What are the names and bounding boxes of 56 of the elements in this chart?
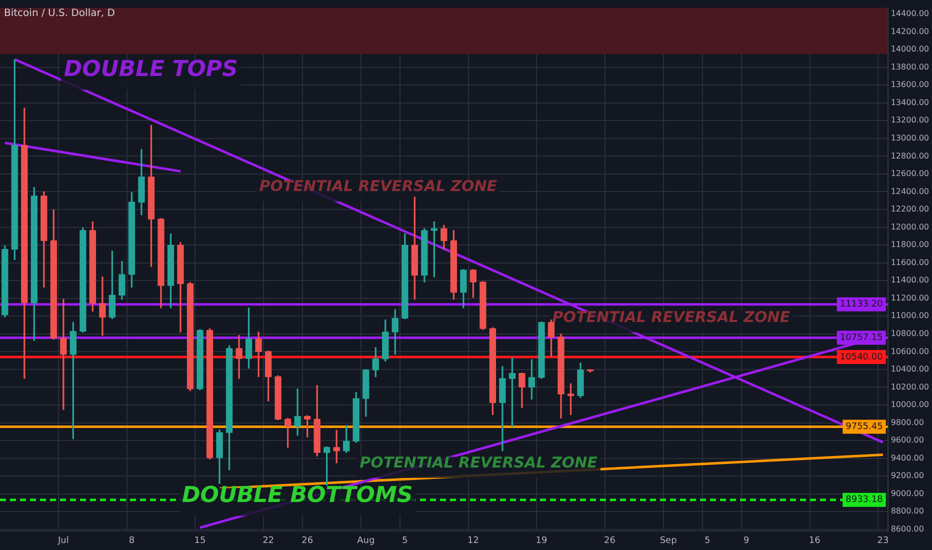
y-tick-label: 10600.00 [890,346,929,356]
y-tick-label: 9400.00 [890,453,924,462]
y-tick-label: 10400.00 [890,364,929,374]
y-tick-label: 12200.00 [890,204,929,214]
y-tick-label: 12400.00 [890,186,929,196]
x-tick-label: Sep [660,536,678,546]
y-tick-label: 9600.00 [890,436,924,445]
y-tick-label: 14200.00 [890,26,929,36]
y-tick-label: 11200.00 [890,293,929,302]
x-tick-label: Aug [357,536,375,546]
y-tick-label: 13600.00 [890,80,929,90]
x-tick-label: 12 [467,536,479,546]
x-tick-label: 8 [128,536,135,546]
x-tick-label: 16 [808,536,821,546]
ref-line-label: 11133.20 [840,300,884,310]
annotation: DOUBLE TOPS [64,56,238,82]
annotation: DOUBLE BOTTOMS [182,482,413,508]
y-tick-label: 8600.00 [890,524,924,534]
x-tick-label: 19 [536,536,548,546]
y-tick-label: 14400.00 [890,9,929,18]
annotation: POTENTIAL REVERSAL ZONE [552,308,791,326]
y-tick-label: 12000.00 [890,222,929,232]
y-tick-label: 9800.00 [890,418,924,427]
y-tick-label: 12800.00 [890,151,929,160]
y-tick-label: 12600.00 [890,169,929,178]
y-tick-label: 10200.00 [890,382,929,392]
x-tick-label: 23 [877,536,889,546]
annotation: POTENTIAL REVERSAL ZONE [259,176,498,195]
y-tick-label: 11800.00 [890,240,929,250]
x-tick-label: 5 [402,536,408,546]
y-tick-label: 10000.00 [890,400,929,410]
y-tick-label: 10800.00 [890,329,929,338]
x-tick-label: 22 [262,536,274,546]
y-tick-label: 13400.00 [890,98,929,107]
ref-line-label: 9755.45 [846,422,883,432]
y-tick-label: 8800.00 [890,506,924,516]
y-tick-label: 11400.00 [890,276,929,285]
x-tick-label: 5 [704,536,710,546]
x-tick-label: Jul [56,536,69,546]
x-tick-label: 9 [743,536,750,546]
y-tick-label: 13200.00 [890,116,929,125]
ref-line-label: 10757.15 [840,333,883,344]
chart-title: Bitcoin / U.S. Dollar, D [4,8,116,19]
ref-line-label: 10540.00 [840,352,884,362]
x-tick-label: 26 [302,536,314,546]
y-tick-label: 11000.00 [890,311,929,320]
ref-line-label: 8933.18 [846,495,884,506]
y-tick-label: 13800.00 [890,62,929,72]
y-tick-label: 9000.00 [890,488,924,498]
x-tick-label: 15 [194,536,206,546]
y-tick-label: 9200.00 [890,471,924,480]
annotation: POTENTIAL REVERSAL ZONE [360,453,598,472]
y-tick-label: 11600.00 [890,258,929,267]
y-tick-label: 14000.00 [890,44,929,54]
y-tick-label: 13000.00 [890,134,929,143]
x-tick-label: 26 [604,536,616,546]
